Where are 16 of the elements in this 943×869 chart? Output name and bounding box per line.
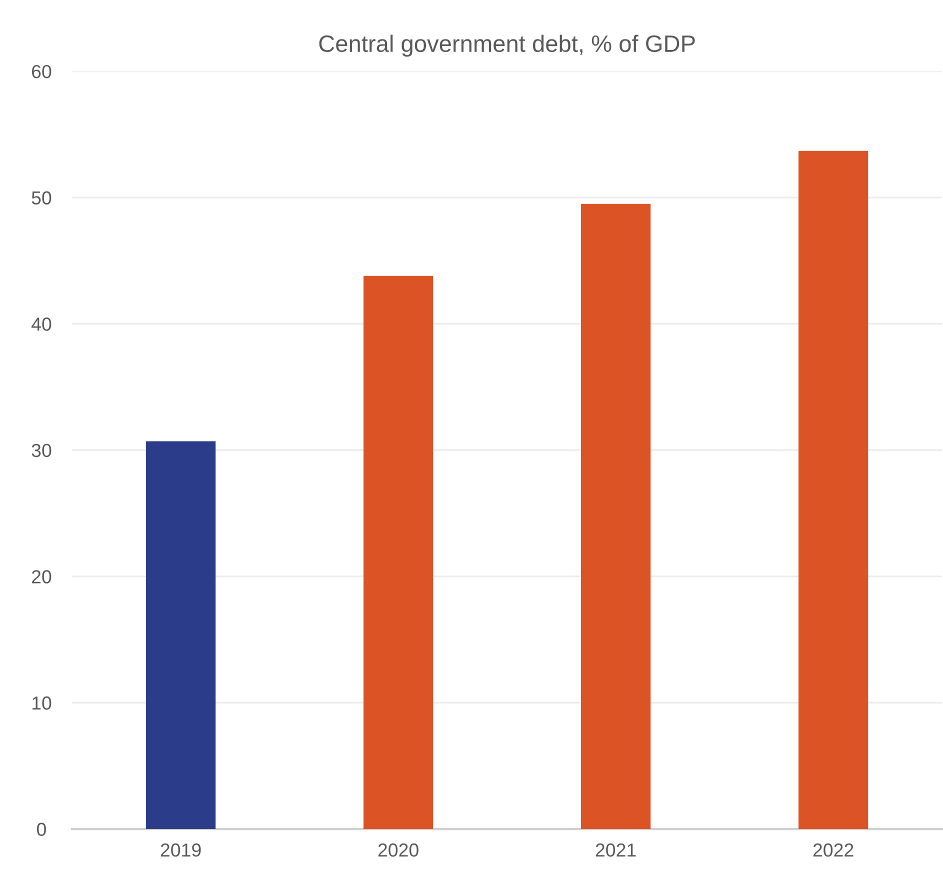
- y-tick-label: 20: [32, 570, 52, 584]
- bar: [364, 276, 434, 830]
- y-tick-label: 30: [32, 444, 52, 458]
- y-tick-label: 60: [32, 64, 52, 78]
- chart-title: Central government debt, % of GDP: [319, 34, 695, 57]
- x-tick-label: 2021: [596, 843, 636, 857]
- y-tick-label: 0: [37, 822, 46, 836]
- y-tick-label: 50: [32, 191, 52, 205]
- y-tick-label: 10: [32, 696, 52, 710]
- bar: [581, 204, 651, 830]
- x-tick-label: 2020: [378, 843, 418, 857]
- bar: [798, 150, 868, 830]
- x-tick-label: 2022: [813, 843, 854, 857]
- x-tick-label: 2019: [160, 843, 201, 857]
- y-tick-label: 40: [31, 318, 52, 331]
- bar: [146, 441, 216, 830]
